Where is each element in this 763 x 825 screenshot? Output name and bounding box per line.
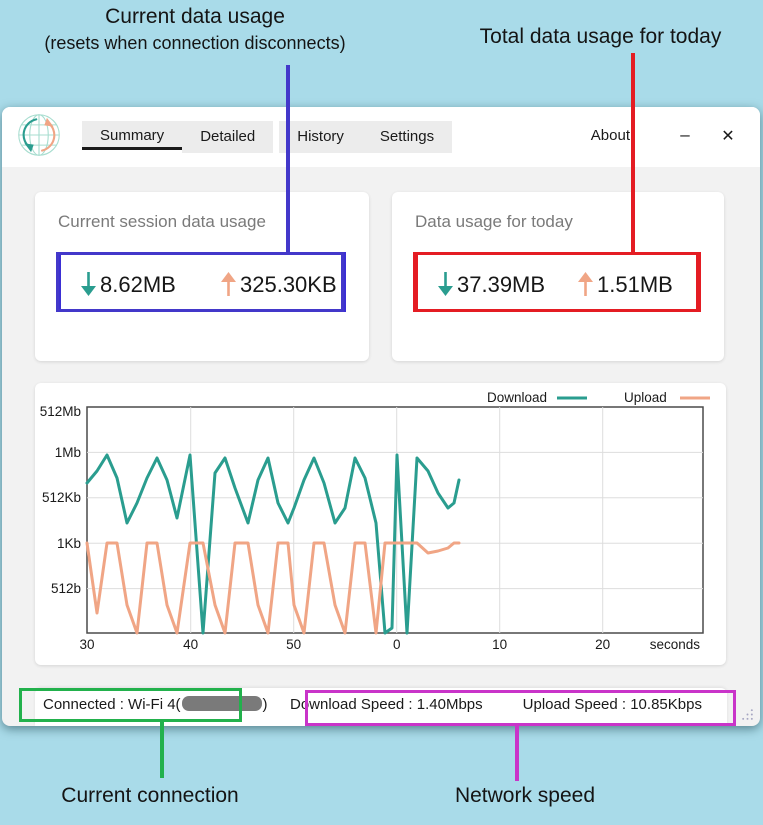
svg-text:1Kb: 1Kb: [57, 536, 81, 551]
svg-text:0: 0: [393, 637, 401, 652]
svg-text:512Kb: 512Kb: [42, 490, 81, 505]
svg-text:40: 40: [183, 637, 198, 652]
svg-text:Download: Download: [487, 390, 547, 405]
svg-text:10: 10: [492, 637, 507, 652]
svg-text:seconds: seconds: [650, 637, 701, 652]
svg-text:50: 50: [286, 637, 301, 652]
svg-text:512b: 512b: [51, 581, 81, 596]
svg-text:Upload: Upload: [624, 390, 667, 405]
svg-text:512Mb: 512Mb: [40, 404, 81, 419]
svg-text:1Mb: 1Mb: [55, 445, 81, 460]
svg-text:30: 30: [79, 637, 94, 652]
svg-text:20: 20: [595, 637, 610, 652]
